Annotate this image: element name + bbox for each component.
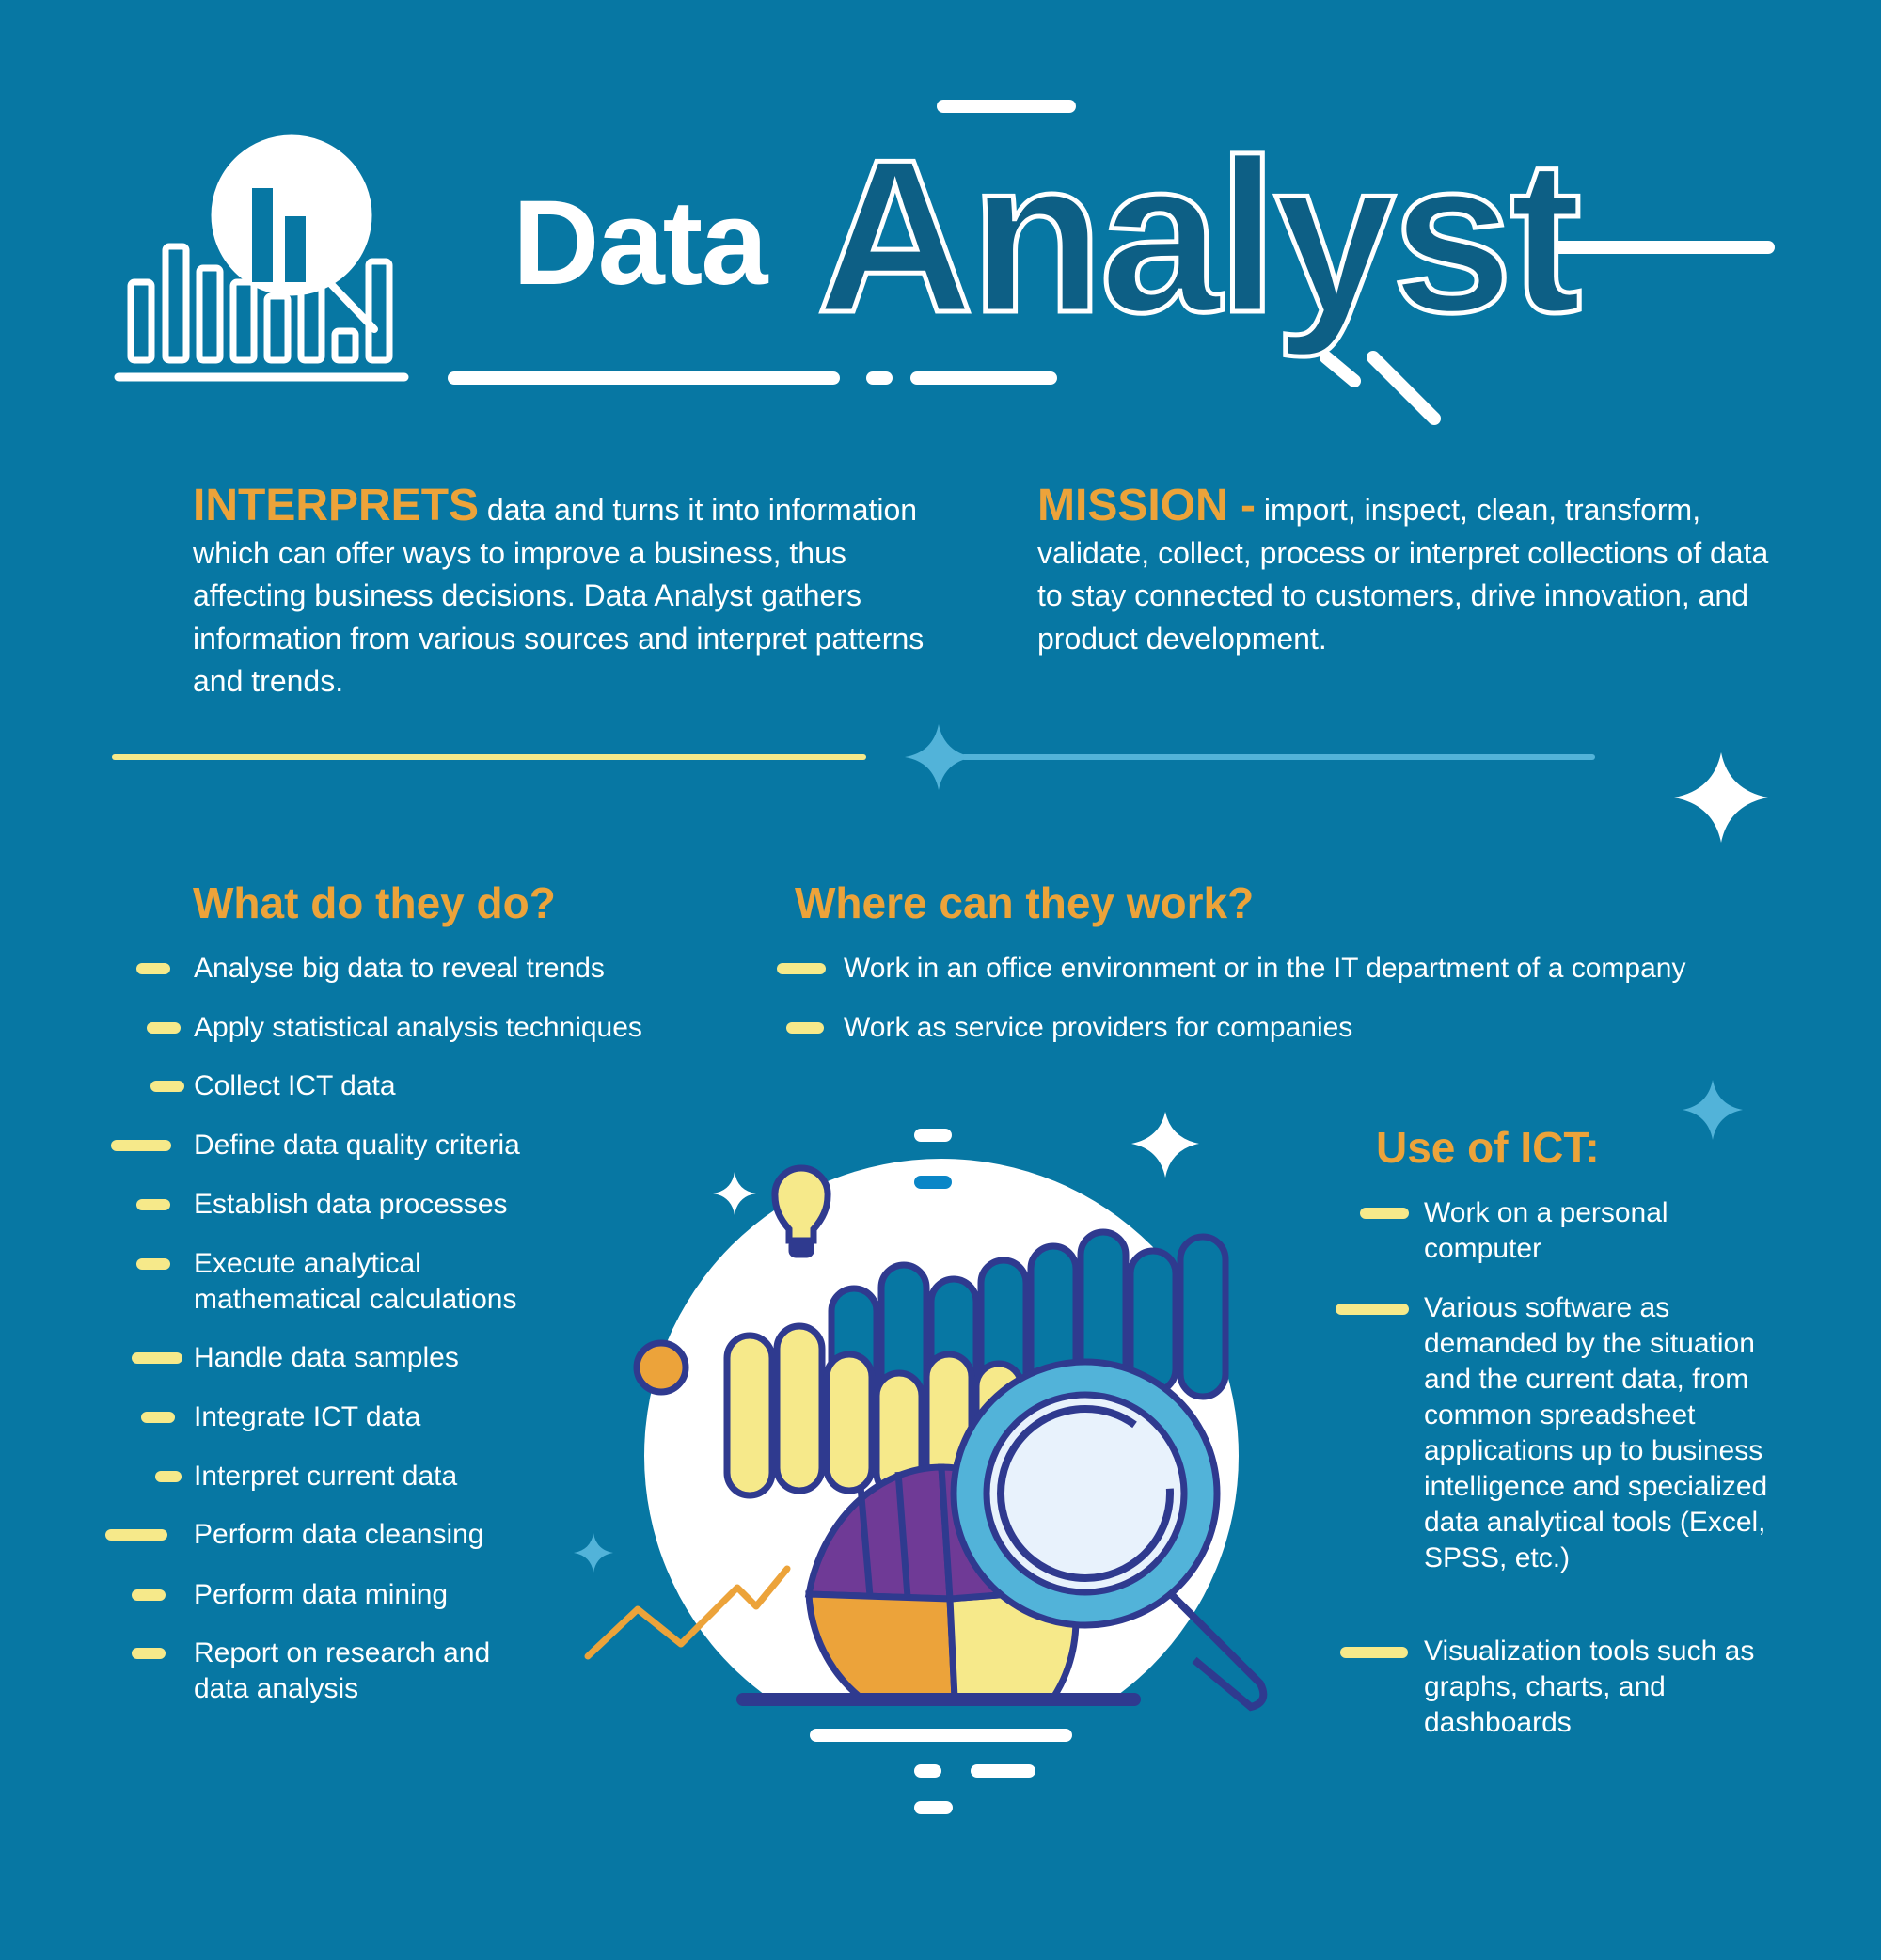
magnifying-glass-icon [950,1358,1268,1712]
list-item: Apply statistical analysis techniques [194,1012,642,1043]
bullet-dash [132,1648,166,1659]
bullet-dash [105,1529,167,1541]
list-item: Report on research and data analysis [194,1637,491,1704]
bullet-dash [111,1140,171,1151]
where-heading: Where can they work? [795,878,1255,927]
list-item: Integrate ICT data [194,1401,421,1432]
bar-chart-magnifier-logo-icon [114,134,409,382]
zigzag-line-icon [584,1565,791,1660]
list-item: Collect ICT data [194,1070,396,1101]
list-item: Work in an office environment or in the … [844,953,1686,984]
list-item: Perform data mining [194,1579,449,1610]
mission-text: import, inspect, clean, transform, valid… [1037,493,1769,656]
orange-dot-icon [633,1339,689,1396]
list-item: Perform data cleansing [194,1519,484,1550]
bullet-dash [1360,1208,1409,1219]
list-item: Work on a personal computer [1424,1197,1668,1264]
sparkle-icon [1131,1112,1199,1178]
sparkle-icon [1674,752,1768,843]
title-data: Data [513,176,767,310]
sparkle-icon [713,1172,756,1215]
bullet-dash [155,1471,182,1482]
list-item: Various software as demanded by the situ… [1424,1292,1768,1573]
bullet-dash [1340,1647,1408,1658]
list-item: Execute analytical mathematical calculat… [194,1248,517,1315]
mission-keyword: MISSION - [1037,481,1257,530]
sparkle-icon [1683,1080,1743,1140]
bullet-dash [150,1081,184,1092]
list-item: Establish data processes [194,1189,508,1220]
sparkle-icon [574,1533,613,1573]
sparkle-icon [905,724,973,790]
interprets-keyword: INTERPRETS [193,481,480,530]
list-item: Analyse big data to reveal trends [194,953,605,984]
ict-heading: Use of ICT: [1376,1123,1600,1172]
list-item: Work as service providers for companies [844,1012,1353,1043]
list-item: Interpret current data [194,1461,458,1492]
header-lines [448,100,1775,425]
divider [112,724,1595,790]
lightbulb-icon [771,1164,831,1258]
bullet-dash [132,1352,182,1364]
title-analyst: Analyst [814,113,1584,361]
list-item: Handle data samples [194,1342,459,1373]
interprets-paragraph: INTERPRETS data and turns it into inform… [193,481,926,703]
bullet-dash [141,1412,175,1423]
mission-paragraph: MISSION - import, inspect, clean, transf… [1037,481,1790,660]
bullet-dash [786,1022,824,1034]
bar-chart-icon [723,1228,1229,1499]
bullet-dash [777,963,826,974]
bullet-dash [136,1258,170,1270]
bullet-dash [136,963,170,974]
what-heading: What do they do? [193,878,556,927]
bullet-dash [1336,1304,1409,1315]
data-illustration [584,1129,1268,1814]
bullet-dash [136,1199,170,1210]
interprets-text: data and turns it into information which… [193,493,925,698]
list-item: Visualization tools such as graphs, char… [1424,1636,1755,1738]
bullet-dash [147,1022,181,1034]
bullet-dash [132,1589,166,1601]
list-item: Define data quality criteria [194,1130,520,1161]
